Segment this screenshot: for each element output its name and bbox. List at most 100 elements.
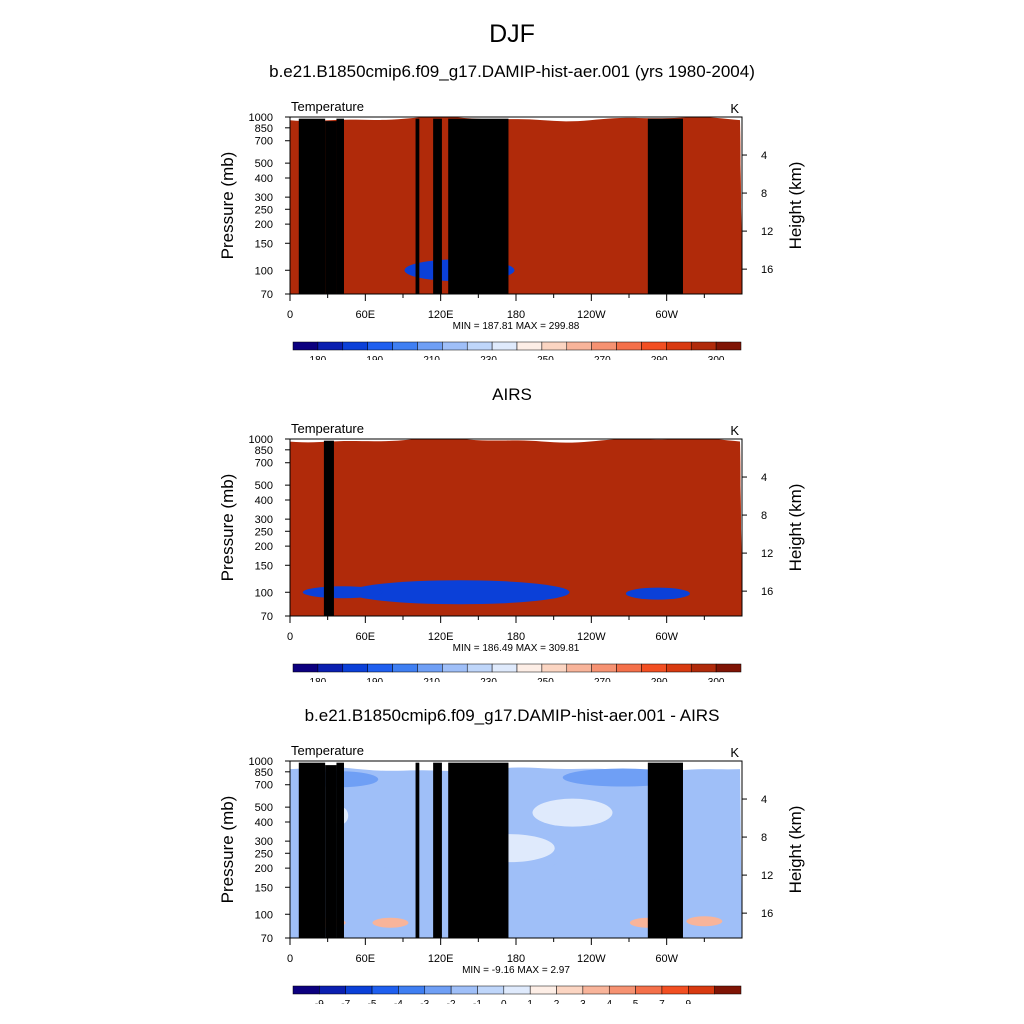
contour-band — [290, 439, 742, 616]
y-tick-label: 500 — [255, 802, 273, 814]
y-tick-label: 700 — [255, 458, 273, 470]
y-tick-label: 70 — [261, 289, 273, 301]
colorbar-swatch — [608, 985, 636, 995]
topography-block — [325, 765, 337, 938]
colorbar-tick-label: 270 — [594, 355, 611, 360]
x-tick-label: 180 — [507, 631, 525, 643]
x-tick-label: 0 — [287, 631, 293, 643]
y-right-tick-label: 12 — [761, 548, 773, 560]
colorbar-swatch — [417, 341, 443, 351]
colorbar-tick-label: 210 — [423, 677, 440, 682]
colorbar-tick-label: 5 — [633, 999, 639, 1004]
y-right-axis-label: Height (km) — [786, 806, 805, 894]
y-tick-label: 300 — [255, 836, 273, 848]
topography-block — [647, 118, 683, 294]
y-tick-label: 150 — [255, 882, 273, 894]
y-tick-label: 700 — [255, 136, 273, 148]
x-tick-label: 120W — [577, 631, 606, 643]
colorbar-swatch — [466, 341, 493, 351]
x-tick-label: 120W — [577, 309, 606, 321]
min-max-stats: MIN = 187.81 MAX = 299.88 — [453, 321, 580, 332]
y-right-axis-label: Height (km) — [786, 162, 805, 250]
y-tick-label: 500 — [255, 480, 273, 492]
units-label: K — [730, 423, 739, 438]
topography-block — [336, 762, 344, 938]
y-right-tick-label: 8 — [761, 188, 767, 200]
contour-feature — [552, 856, 669, 881]
colorbar-tick-label: 250 — [537, 355, 554, 360]
colorbar-swatch — [342, 341, 368, 351]
colorbar-tick-label: 0 — [501, 999, 507, 1004]
contour-feature — [625, 587, 690, 600]
y-tick-label: 1000 — [249, 756, 273, 768]
colorbar-swatch — [591, 663, 617, 673]
x-tick-label: 0 — [287, 953, 293, 965]
colorbar-swatch — [541, 663, 568, 673]
y-tick-label: 100 — [255, 265, 273, 277]
panel-2-chart: Temperature K7010015020025030040050070085… — [218, 421, 805, 682]
y-tick-label: 70 — [261, 933, 273, 945]
colorbar-swatch — [367, 663, 393, 673]
colorbar-tick-label: -7 — [341, 999, 350, 1004]
min-max-stats: MIN = 186.49 MAX = 309.81 — [453, 643, 580, 654]
colorbar-swatch — [292, 341, 319, 351]
y-tick-label: 150 — [255, 238, 273, 250]
colorbar-swatch — [345, 985, 373, 995]
y-tick-label: 200 — [255, 219, 273, 231]
colorbar-tick-label: -1 — [473, 999, 482, 1004]
y-tick-label: 1000 — [249, 112, 273, 124]
y-right-tick-label: 16 — [761, 264, 773, 276]
colorbar-tick-label: -2 — [447, 999, 456, 1004]
topography-block — [325, 121, 337, 294]
variable-label: Temperature — [291, 743, 364, 758]
panel-3-title: b.e21.B1850cmip6.f09_g17.DAMIP-hist-aer.… — [304, 706, 720, 725]
topography-block — [448, 118, 509, 294]
panel-3-chart: Temperature K7010015020025030040050070085… — [218, 743, 805, 1004]
x-tick-label: 0 — [287, 309, 293, 321]
colorbar-tick-label: 1 — [527, 999, 533, 1004]
y-tick-label: 100 — [255, 909, 273, 921]
contour-feature — [345, 867, 461, 888]
y-right-tick-label: 16 — [761, 908, 773, 920]
colorbar-swatch — [688, 985, 715, 995]
colorbar-tick-label: 4 — [606, 999, 612, 1004]
colorbar-swatch — [641, 663, 667, 673]
colorbar-swatch — [392, 663, 418, 673]
topography-block — [415, 762, 420, 938]
x-tick-label: 120W — [577, 953, 606, 965]
x-tick-label: 60W — [655, 309, 678, 321]
y-tick-label: 100 — [255, 587, 273, 599]
x-tick-label: 60E — [356, 631, 376, 643]
colorbar-tick-label: -5 — [368, 999, 377, 1004]
colorbar-swatch — [715, 341, 742, 351]
colorbar-swatch — [529, 985, 557, 995]
y-tick-label: 250 — [255, 204, 273, 216]
units-label: K — [730, 745, 739, 760]
colorbar-swatch — [292, 663, 319, 673]
y-tick-label: 250 — [255, 848, 273, 860]
colorbar-tick-label: 250 — [537, 677, 554, 682]
colorbar-swatch — [442, 663, 468, 673]
colorbar-swatch — [591, 341, 617, 351]
colorbar-swatch — [503, 985, 531, 995]
colorbar-swatch — [556, 985, 584, 995]
colorbar-swatch — [417, 663, 443, 673]
colorbar-swatch — [516, 341, 543, 351]
colorbar-tick-label: -3 — [420, 999, 429, 1004]
x-tick-label: 180 — [507, 953, 525, 965]
colorbar-swatch — [342, 663, 368, 673]
y-right-tick-label: 16 — [761, 586, 773, 598]
colorbar-swatch — [398, 985, 426, 995]
colorbar-tick-label: 300 — [708, 677, 725, 682]
topography-block — [647, 762, 683, 938]
x-tick-label: 60E — [356, 309, 376, 321]
colorbar-swatch — [491, 663, 518, 673]
colorbar-tick-label: 190 — [366, 677, 383, 682]
colorbar-swatch — [714, 985, 742, 995]
y-right-axis-label: Height (km) — [786, 484, 805, 572]
contour-field — [290, 439, 742, 616]
colorbar-tick-label: 290 — [651, 355, 668, 360]
colorbar-swatch — [566, 341, 592, 351]
x-tick-label: 60W — [655, 953, 678, 965]
y-axis-label: Pressure (mb) — [218, 796, 237, 904]
